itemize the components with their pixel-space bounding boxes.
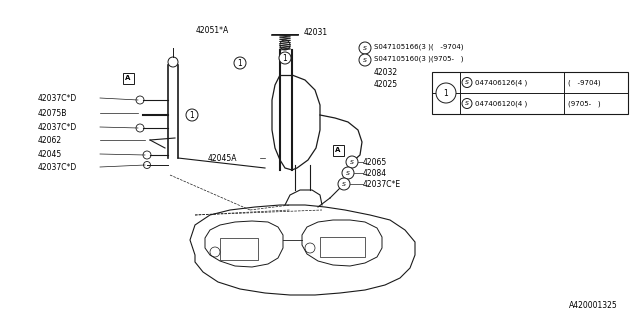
Text: (   -9704): ( -9704) [568, 79, 600, 86]
Circle shape [279, 52, 291, 64]
Text: S: S [465, 80, 469, 85]
Bar [432, 72, 628, 114]
Text: 42037C*E: 42037C*E [363, 180, 401, 188]
Bar [122, 73, 134, 84]
Text: 42045A: 42045A [208, 154, 237, 163]
Circle shape [359, 54, 371, 66]
Text: 42031: 42031 [304, 28, 328, 36]
Text: 42037C*D: 42037C*D [38, 123, 77, 132]
Text: 42032: 42032 [374, 68, 398, 76]
Circle shape [346, 156, 358, 168]
Text: 42075B: 42075B [38, 108, 67, 117]
Text: S: S [363, 45, 367, 51]
Text: S: S [465, 101, 469, 106]
Text: 1: 1 [444, 89, 449, 98]
Circle shape [342, 167, 354, 179]
Text: 1: 1 [189, 110, 195, 119]
Text: 1: 1 [237, 59, 243, 68]
Text: 42045: 42045 [38, 149, 62, 158]
Text: 42084: 42084 [363, 169, 387, 178]
Text: 42037C*D: 42037C*D [38, 163, 77, 172]
Text: 42065: 42065 [363, 157, 387, 166]
Text: 1: 1 [283, 53, 287, 62]
Text: S: S [346, 171, 350, 175]
Text: 42025: 42025 [374, 79, 398, 89]
Text: S047105166(3 )(   -9704): S047105166(3 )( -9704) [374, 44, 463, 50]
Text: A: A [335, 147, 340, 153]
Text: 047406126(4 ): 047406126(4 ) [475, 79, 527, 86]
Text: A420001325: A420001325 [569, 301, 618, 310]
Text: 42037C*D: 42037C*D [38, 93, 77, 102]
Text: S: S [350, 159, 354, 164]
Text: S: S [342, 181, 346, 187]
Text: 42051*A: 42051*A [196, 26, 229, 35]
Circle shape [359, 42, 371, 54]
Text: S: S [363, 58, 367, 62]
Circle shape [462, 99, 472, 108]
Text: S047105160(3 )(9705-   ): S047105160(3 )(9705- ) [374, 56, 463, 62]
Circle shape [338, 178, 350, 190]
Bar [333, 145, 344, 156]
Circle shape [186, 109, 198, 121]
Text: 42062: 42062 [38, 135, 62, 145]
Circle shape [234, 57, 246, 69]
Circle shape [462, 77, 472, 87]
Text: (9705-   ): (9705- ) [568, 100, 600, 107]
Bar [220, 238, 258, 260]
Circle shape [436, 83, 456, 103]
Text: A: A [125, 75, 131, 81]
Text: 047406120(4 ): 047406120(4 ) [475, 100, 527, 107]
Bar [320, 237, 365, 257]
